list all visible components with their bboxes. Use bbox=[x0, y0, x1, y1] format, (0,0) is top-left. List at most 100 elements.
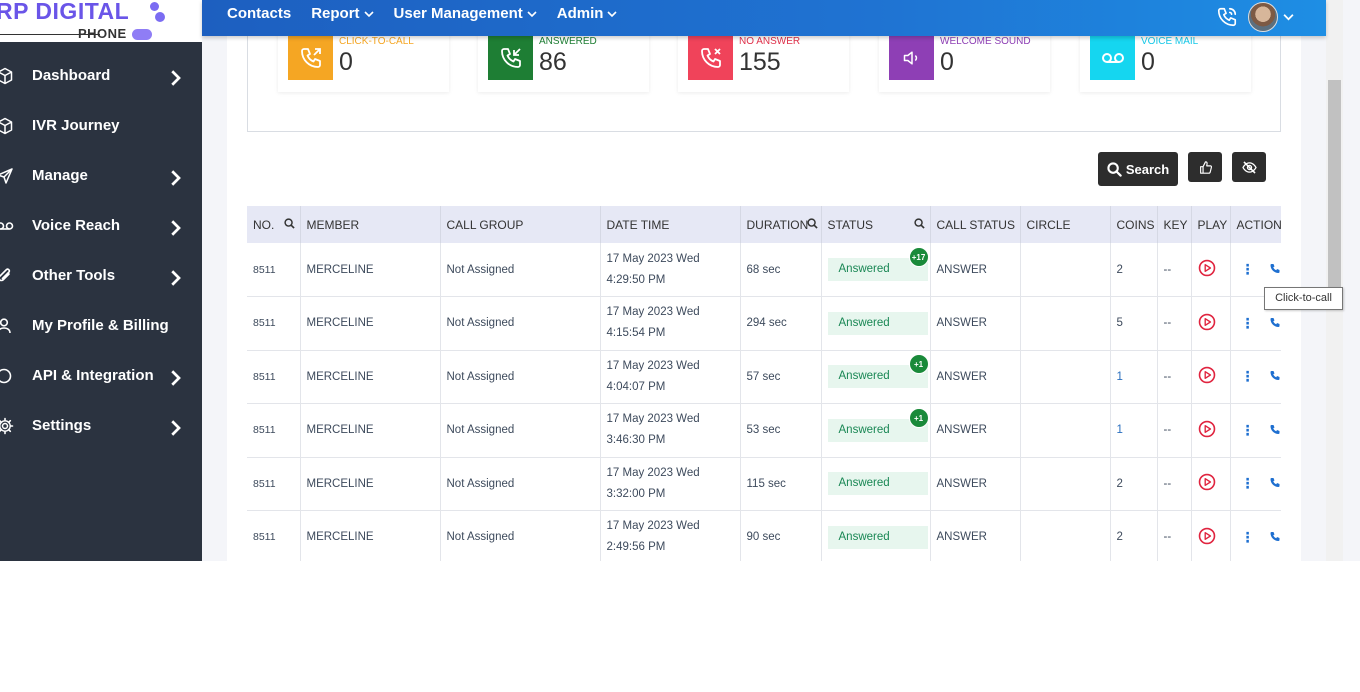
table-row[interactable]: 8511 MERCELINE Not Assigned 17 May 2023 Wed… bbox=[247, 403, 1281, 458]
more-options-icon[interactable]: ⋮ bbox=[1240, 528, 1255, 545]
sidebar-item-api-integration[interactable]: API & Integration bbox=[0, 351, 202, 401]
more-options-icon[interactable]: ⋮ bbox=[1240, 260, 1255, 277]
cell-no: 8511 bbox=[247, 350, 301, 404]
cell-key: -- bbox=[1157, 510, 1192, 561]
stat-card-voice-mail: VOICE MAIL 0 bbox=[1080, 30, 1251, 92]
click-to-call-button[interactable] bbox=[1269, 317, 1281, 332]
sidebar-item-label: Dashboard bbox=[32, 67, 111, 84]
chevron-right-icon bbox=[170, 69, 182, 86]
stat-value: 86 bbox=[539, 48, 567, 76]
click-to-call-button[interactable] bbox=[1269, 370, 1281, 385]
col-header-status[interactable]: STATUS bbox=[821, 206, 931, 243]
search-button[interactable]: Search bbox=[1098, 152, 1178, 186]
table-row[interactable]: 8511 MERCELINE Not Assigned 17 May 2023 Wed… bbox=[247, 510, 1281, 561]
sidebar-item-other-tools[interactable]: Other Tools bbox=[0, 251, 202, 301]
nav-user-management[interactable]: User Management bbox=[394, 5, 537, 22]
more-options-icon[interactable]: ⋮ bbox=[1240, 475, 1255, 492]
phone-icon[interactable] bbox=[1269, 424, 1281, 436]
sidebar-item-manage[interactable]: Manage bbox=[0, 151, 202, 201]
sidebar-item-dashboard[interactable]: Dashboard bbox=[0, 51, 202, 101]
chevron-down-icon[interactable] bbox=[1283, 13, 1294, 21]
phone-icon[interactable] bbox=[1269, 370, 1281, 382]
cell-action: ⋮ bbox=[1230, 510, 1281, 561]
col-header-date-time: DATE TIME bbox=[600, 206, 741, 243]
play-icon[interactable] bbox=[1198, 473, 1216, 491]
paperclip-icon bbox=[0, 267, 14, 285]
status-badge: Answered bbox=[827, 311, 928, 335]
sidebar-item-label: My Profile & Billing bbox=[32, 317, 169, 334]
table-row[interactable]: 8511 MERCELINE Not Assigned 17 May 2023 Wed… bbox=[247, 296, 1281, 351]
call-count-badge[interactable]: +1 bbox=[908, 354, 929, 375]
more-options-icon[interactable]: ⋮ bbox=[1240, 421, 1255, 438]
table-row[interactable]: 8511 MERCELINE Not Assigned 17 May 2023 Wed… bbox=[247, 457, 1281, 511]
nav-label: Admin bbox=[556, 5, 604, 22]
phone-icon[interactable] bbox=[1269, 263, 1281, 275]
hide-columns-button[interactable] bbox=[1232, 152, 1266, 182]
sidebar-item-voice-reach[interactable]: Voice Reach bbox=[0, 201, 202, 251]
play-icon[interactable] bbox=[1198, 366, 1216, 384]
col-header-duration[interactable]: DURATION bbox=[740, 206, 822, 243]
phone-icon[interactable] bbox=[1269, 531, 1281, 543]
click-to-call-button[interactable] bbox=[1269, 477, 1281, 492]
phone-call-icon[interactable] bbox=[1216, 6, 1238, 28]
stat-label: WELCOME SOUND bbox=[940, 36, 1031, 47]
table-row[interactable]: 8511 MERCELINE Not Assigned 17 May 2023 Wed… bbox=[247, 243, 1281, 297]
click-to-call-button[interactable] bbox=[1269, 424, 1281, 439]
status-label: Answered bbox=[838, 316, 890, 329]
cell-action: ⋮ bbox=[1230, 457, 1281, 511]
sidebar: RP DIGITAL PHONE Dashboard IVR Journey Man… bbox=[0, 0, 202, 561]
click-to-call-tooltip: Click-to-call bbox=[1264, 287, 1343, 310]
play-icon[interactable] bbox=[1198, 313, 1216, 331]
call-count-badge[interactable]: +1 bbox=[908, 407, 929, 428]
phone-icon[interactable] bbox=[1269, 317, 1281, 329]
cell-call-group: Not Assigned bbox=[440, 243, 601, 297]
sidebar-item-ivr-journey[interactable]: IVR Journey bbox=[0, 101, 202, 151]
nav-contacts[interactable]: Contacts bbox=[227, 5, 291, 22]
cell-coins: 1 bbox=[1110, 350, 1158, 404]
phone-icon[interactable] bbox=[1269, 477, 1281, 489]
search-icon[interactable] bbox=[806, 218, 818, 229]
click-to-call-button[interactable] bbox=[1269, 263, 1281, 278]
more-options-icon[interactable]: ⋮ bbox=[1240, 314, 1255, 331]
col-header-duration-label: DURATION bbox=[746, 217, 809, 232]
nav-admin[interactable]: Admin bbox=[557, 5, 618, 22]
sidebar-nav: Dashboard IVR Journey Manage Voice Reach Oth… bbox=[0, 51, 202, 451]
call-count-badge[interactable]: +17 bbox=[908, 247, 929, 267]
cell-circle bbox=[1020, 243, 1111, 297]
cube-icon bbox=[0, 117, 14, 135]
cell-call-group: Not Assigned bbox=[440, 296, 601, 351]
cell-circle bbox=[1020, 457, 1111, 511]
cell-call-status: ANSWER bbox=[930, 350, 1021, 404]
thumbs-up-icon bbox=[1199, 160, 1212, 174]
play-icon[interactable] bbox=[1198, 527, 1216, 545]
chevron-down-icon bbox=[527, 10, 537, 17]
sidebar-item-my-profile-billing[interactable]: My Profile & Billing bbox=[0, 301, 202, 351]
status-label: Answered bbox=[838, 370, 890, 383]
chevron-right-icon bbox=[170, 169, 182, 186]
cell-circle bbox=[1020, 296, 1111, 351]
logo[interactable]: RP DIGITAL PHONE bbox=[0, 0, 202, 42]
sidebar-item-settings[interactable]: Settings bbox=[0, 401, 202, 451]
status-badge: Answered bbox=[827, 472, 928, 496]
nav-report[interactable]: Report bbox=[311, 5, 374, 22]
avatar[interactable] bbox=[1248, 2, 1278, 32]
cell-circle bbox=[1020, 403, 1111, 458]
scrollbar-thumb[interactable] bbox=[1328, 80, 1341, 290]
play-icon[interactable] bbox=[1198, 420, 1216, 438]
click-to-call-button[interactable] bbox=[1269, 531, 1281, 546]
col-header-no[interactable]: NO. bbox=[247, 206, 301, 243]
like-button[interactable] bbox=[1188, 152, 1222, 182]
nav-label: Report bbox=[311, 5, 360, 22]
stat-card-click-to-call: CLICK-TO-CALL 0 bbox=[278, 30, 449, 92]
more-options-icon[interactable]: ⋮ bbox=[1240, 368, 1255, 385]
circle-icon bbox=[0, 367, 14, 385]
search-icon[interactable] bbox=[283, 218, 295, 229]
cell-action: ⋮ bbox=[1230, 350, 1281, 404]
cell-key: -- bbox=[1157, 350, 1192, 404]
search-icon bbox=[1107, 161, 1122, 177]
search-icon[interactable] bbox=[913, 218, 925, 229]
cell-status: Answered bbox=[821, 510, 931, 561]
table-row[interactable]: 8511 MERCELINE Not Assigned 17 May 2023 Wed… bbox=[247, 350, 1281, 404]
cell-call-status: ANSWER bbox=[930, 296, 1021, 351]
play-icon[interactable] bbox=[1198, 259, 1216, 277]
